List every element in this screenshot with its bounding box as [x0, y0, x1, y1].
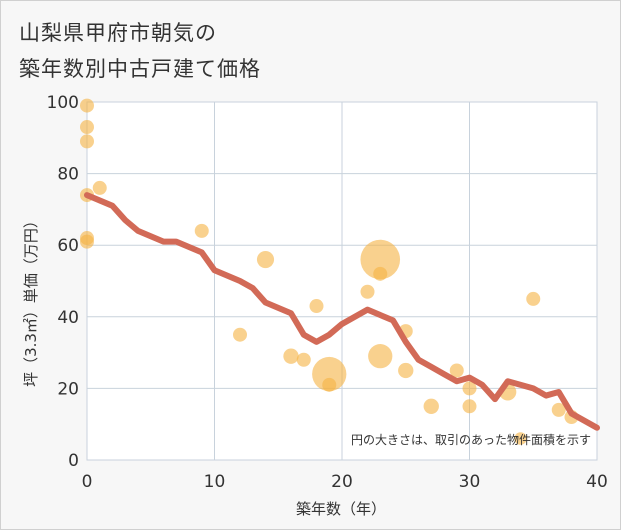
y-tick-label: 60 [57, 236, 79, 256]
y-tick-label: 0 [68, 451, 79, 471]
data-point [551, 402, 566, 417]
chart-title-line1: 山梨県甲府市朝気の [19, 21, 217, 45]
plot-border [86, 101, 598, 461]
y-tick-label: 20 [57, 379, 79, 399]
data-point [368, 344, 393, 369]
data-point [360, 239, 401, 280]
y-tick-labels: 0 20 40 60 80 100 [47, 93, 79, 471]
data-point [233, 327, 247, 342]
bubble-size-note: 円の大きさは、取引のあった物件面積を示す [351, 432, 591, 447]
data-point [283, 348, 299, 364]
data-point [398, 362, 414, 379]
bubble-series [80, 98, 579, 445]
x-tick-label: 20 [331, 472, 353, 492]
data-point [80, 98, 94, 113]
data-point [373, 266, 388, 281]
data-point [462, 381, 477, 396]
data-point [80, 134, 94, 149]
data-point [423, 398, 439, 414]
y-tick-label: 80 [57, 165, 79, 185]
x-tick-label: 10 [204, 472, 226, 492]
data-point [312, 356, 347, 392]
data-point [194, 223, 209, 238]
y-axis-label: 坪（3.3㎡）単価（万円） [22, 213, 40, 387]
chart-title-line2: 築年数別中古戸建て価格 [19, 57, 261, 81]
data-point [462, 399, 477, 414]
y-tick-label: 100 [47, 93, 79, 113]
trend-line [84, 192, 600, 431]
data-point [449, 363, 464, 378]
x-tick-label: 30 [459, 472, 481, 492]
data-point [256, 250, 275, 269]
data-point [80, 234, 94, 249]
data-point [514, 432, 527, 445]
data-point [360, 284, 375, 299]
x-tick-labels: 0 10 20 30 40 [82, 472, 608, 492]
data-point [309, 299, 324, 314]
x-tick-label: 40 [586, 472, 608, 492]
data-point [92, 180, 107, 195]
x-axis-label: 築年数（年） [296, 500, 386, 518]
data-point [526, 291, 541, 306]
data-point [80, 120, 94, 135]
y-tick-label: 40 [57, 308, 79, 328]
data-point [296, 352, 311, 367]
data-point [322, 377, 337, 392]
x-tick-label: 0 [82, 472, 93, 492]
